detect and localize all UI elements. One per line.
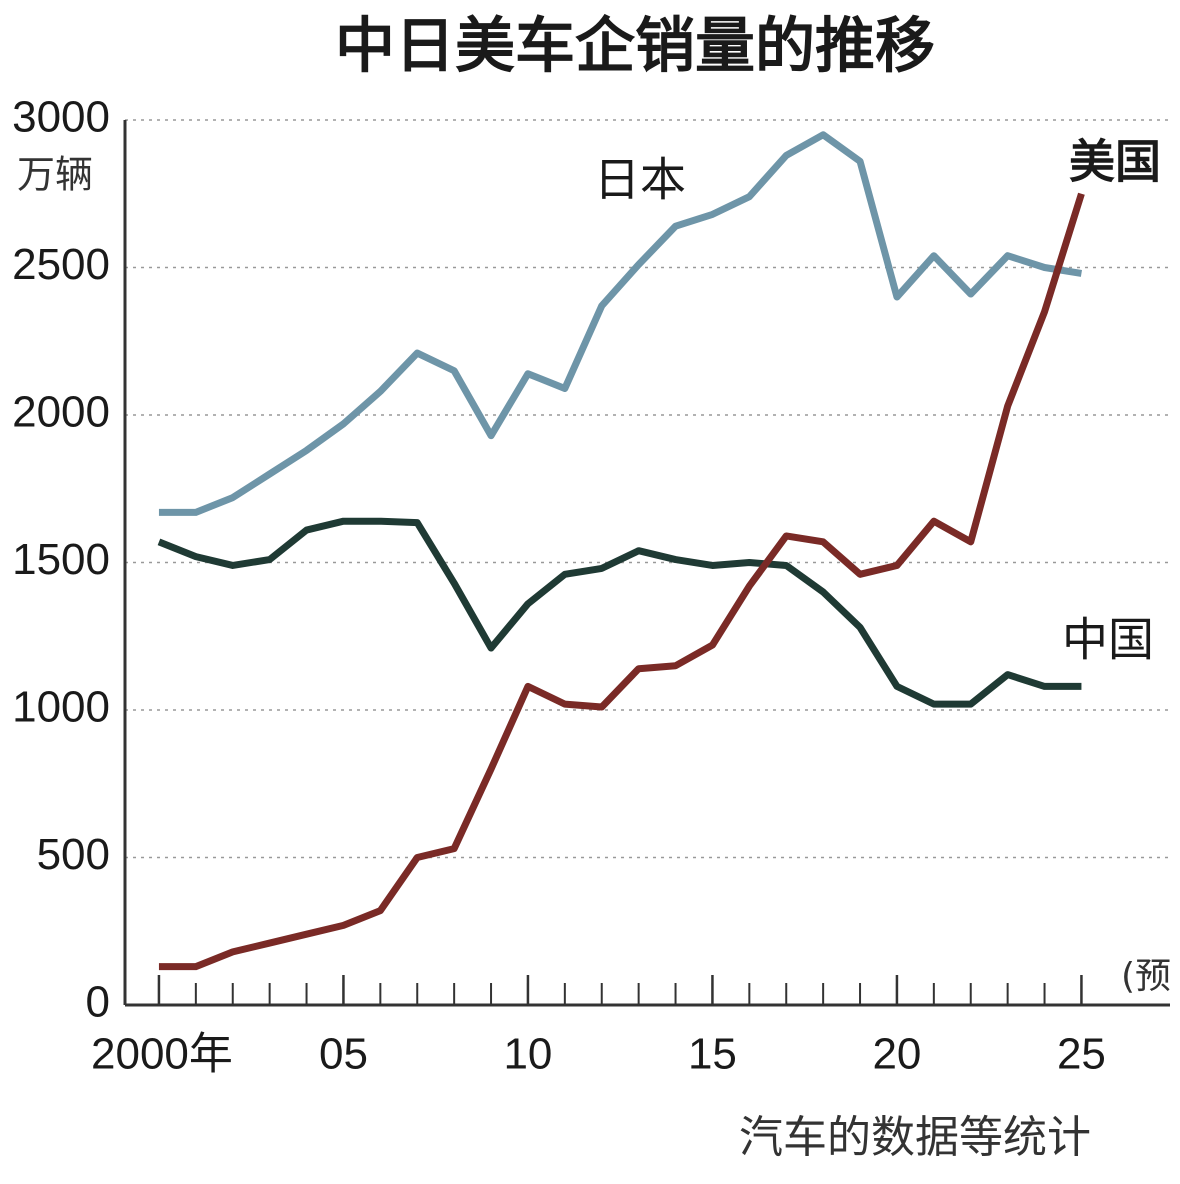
series-line [158, 192, 1085, 971]
legend-label: 日本 [594, 153, 686, 207]
y-axis-label: 万辆 [17, 153, 93, 197]
forecast-note: (预 [1121, 956, 1171, 997]
x-tick-label: 05 [319, 1030, 368, 1079]
x-tick-label: 2000年 [91, 1030, 233, 1079]
x-tick-label: 20 [872, 1030, 921, 1079]
y-tick-label: 500 [37, 830, 110, 879]
y-tick-label: 3000 [12, 93, 110, 142]
y-tick-label: 2500 [12, 240, 110, 289]
legend-label: 中国 [1062, 613, 1154, 667]
series-line [158, 131, 1082, 516]
x-tick-label: 15 [688, 1030, 737, 1079]
x-tick-label: 10 [503, 1030, 552, 1079]
series-line [157, 517, 1082, 708]
y-tick-label: 0 [86, 978, 110, 1027]
source: 汽车的数据等统计 [739, 1112, 1091, 1163]
legend-label: 美国 [1069, 135, 1161, 189]
chart-title: 中日美车企销量的推移 [335, 12, 935, 82]
y-tick-label: 1000 [12, 683, 110, 732]
x-tick-label: 25 [1057, 1030, 1106, 1079]
y-tick-label: 1500 [12, 535, 110, 584]
y-tick-label: 2000 [12, 388, 110, 437]
